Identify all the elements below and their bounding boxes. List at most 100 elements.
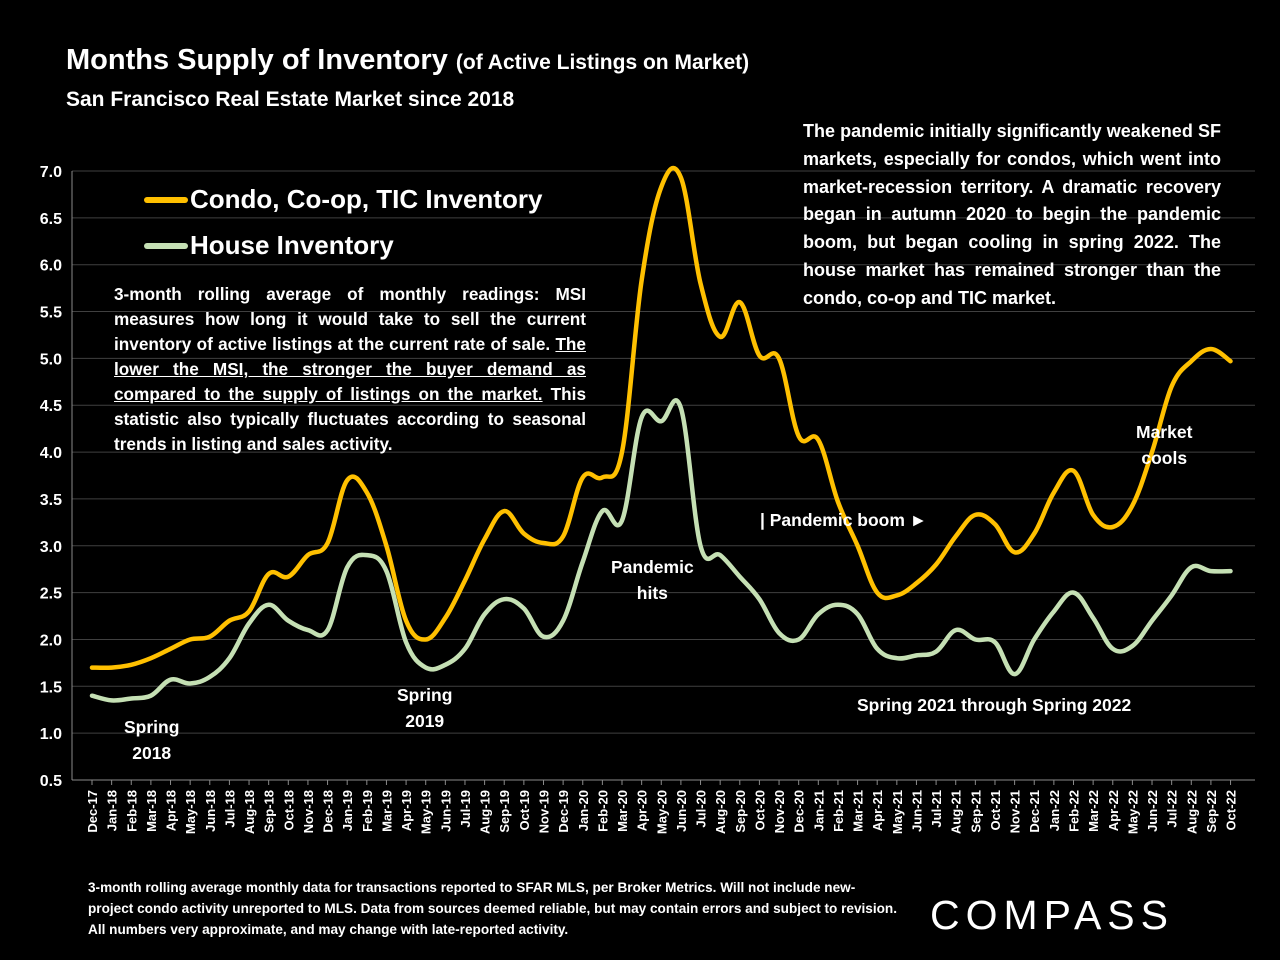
compass-logo: COMPASS bbox=[930, 892, 1174, 938]
x-tick-label: Jan-22 bbox=[1047, 790, 1062, 831]
x-tick-label: Sep-20 bbox=[733, 790, 748, 833]
y-tick-label: 2.0 bbox=[40, 632, 62, 649]
y-tick-label: 6.5 bbox=[40, 211, 62, 228]
chart-title-main: Months Supply of Inventory bbox=[66, 44, 448, 76]
x-tick-label: Mar-22 bbox=[1086, 790, 1101, 832]
note-left-part1: 3-month rolling average of monthly readi… bbox=[114, 284, 586, 354]
x-tick-label: Jul-18 bbox=[222, 790, 237, 828]
x-tick-label: Nov-18 bbox=[301, 790, 316, 833]
x-tick-label: Mar-20 bbox=[615, 790, 630, 832]
x-tick-label: May-21 bbox=[890, 790, 905, 834]
x-tick-label: Dec-18 bbox=[321, 790, 336, 833]
condo-series-line bbox=[89, 165, 1233, 671]
legend-item-condo: Condo, Co-op, TIC Inventory bbox=[144, 184, 542, 215]
legend-item-house: House Inventory bbox=[144, 230, 394, 261]
x-tick-label: Apr-20 bbox=[635, 790, 650, 831]
y-tick-label: 5.5 bbox=[40, 305, 62, 322]
annotation-spring-2018-line2: 2018 bbox=[132, 743, 172, 763]
x-tick-label: Feb-19 bbox=[360, 790, 375, 832]
annotation-market-cools: Market cools bbox=[1136, 419, 1192, 471]
x-tick-label: Jun-21 bbox=[909, 790, 924, 832]
y-tick-label: 5.0 bbox=[40, 351, 62, 368]
annotation-spring-2019-line1: Spring bbox=[397, 685, 453, 705]
x-tick-label: Sep-22 bbox=[1204, 790, 1219, 833]
x-tick-label: Apr-18 bbox=[164, 790, 179, 831]
x-tick-label: Jan-21 bbox=[811, 790, 826, 831]
x-tick-label: Aug-19 bbox=[478, 790, 493, 834]
x-tick-label: Aug-22 bbox=[1184, 790, 1199, 834]
chart-title-paren: (of Active Listings on Market) bbox=[455, 51, 750, 74]
x-tick-label: Jul-22 bbox=[1165, 790, 1180, 828]
x-tick-label: Sep-21 bbox=[968, 790, 983, 833]
y-tick-label: 7.0 bbox=[40, 164, 62, 181]
x-tick-label: Jul-21 bbox=[929, 790, 944, 828]
x-tick-label: Mar-18 bbox=[144, 790, 159, 832]
x-tick-label: Nov-19 bbox=[536, 790, 551, 833]
msi-explanation-note: 3-month rolling average of monthly readi… bbox=[114, 282, 586, 457]
x-tick-label: Mar-21 bbox=[851, 790, 866, 832]
x-tick-label: Jun-22 bbox=[1145, 790, 1160, 832]
annotation-pandemic-hits: Pandemic hits bbox=[611, 554, 694, 606]
x-axis: Dec-17 Jan-18 Feb-18 Mar-18 Apr-18 May-18 Jun-… bbox=[72, 779, 1255, 834]
x-tick-label: Aug-21 bbox=[949, 790, 964, 834]
note-left-part2: This statistic also typically fluctuates… bbox=[114, 384, 586, 454]
x-tick-label: Jul-19 bbox=[458, 790, 473, 828]
x-tick-label: Feb-21 bbox=[831, 790, 846, 832]
y-tick-label: 3.0 bbox=[40, 539, 62, 556]
annotation-spring-2019: Spring 2019 bbox=[397, 682, 452, 734]
series-group bbox=[89, 165, 1233, 703]
x-tick-label: May-18 bbox=[183, 790, 198, 834]
chart-title: Months Supply of Inventory (of Active Li… bbox=[66, 44, 749, 77]
y-tick-label: 4.5 bbox=[40, 398, 62, 415]
house-series-line bbox=[89, 398, 1233, 703]
x-tick-label: Feb-18 bbox=[124, 790, 139, 832]
x-tick-label: Sep-18 bbox=[262, 790, 277, 833]
x-tick-label: Aug-20 bbox=[713, 790, 728, 834]
note-left-underlined: The lower the MSI, the stronger the buye… bbox=[114, 334, 586, 404]
x-tick-label: May-19 bbox=[419, 790, 434, 834]
x-tick-label: Apr-22 bbox=[1106, 790, 1121, 831]
x-tick-label: Jun-20 bbox=[674, 790, 689, 832]
x-tick-label: Oct-19 bbox=[517, 790, 532, 830]
x-tick-label: Sep-19 bbox=[497, 790, 512, 833]
y-tick-label: 0.5 bbox=[40, 773, 62, 790]
y-tick-label: 6.0 bbox=[40, 258, 62, 275]
y-axis: 0.5 1.0 1.5 2.0 2.5 3.0 3.5 4.0 4.5 5.0 5.5 6.0 6.5 7… bbox=[40, 164, 73, 790]
x-tick-label: Apr-21 bbox=[870, 790, 885, 831]
y-tick-label: 1.5 bbox=[40, 679, 62, 696]
x-tick-label: May-20 bbox=[654, 790, 669, 834]
y-tick-label: 1.0 bbox=[40, 726, 62, 743]
x-tick-label: Jan-20 bbox=[576, 790, 591, 831]
x-tick-label: Oct-21 bbox=[988, 790, 1003, 830]
x-tick-label: Feb-22 bbox=[1067, 790, 1082, 832]
x-tick-label: Oct-22 bbox=[1224, 790, 1239, 830]
x-tick-label: Mar-19 bbox=[379, 790, 394, 832]
annotation-spring-2018: Spring 2018 bbox=[124, 714, 179, 766]
legend-label-condo: Condo, Co-op, TIC Inventory bbox=[190, 184, 543, 214]
x-tick-label: Oct-20 bbox=[752, 790, 767, 830]
annotation-market-cools-line1: Market bbox=[1136, 422, 1193, 442]
annotation-pandemic-boom: | Pandemic boom ► bbox=[760, 510, 928, 530]
x-tick-label: Jun-18 bbox=[203, 790, 218, 832]
x-tick-label: Jun-19 bbox=[438, 790, 453, 832]
gridlines bbox=[72, 170, 1255, 734]
x-tick-label: May-22 bbox=[1125, 790, 1140, 834]
x-tick-label: Oct-18 bbox=[281, 790, 296, 830]
legend-swatch-house bbox=[144, 242, 188, 249]
y-tick-label: 2.5 bbox=[40, 586, 62, 603]
x-tick-label: Dec-17 bbox=[85, 790, 100, 833]
x-tick-label: Nov-20 bbox=[772, 790, 787, 833]
y-tick-label: 3.5 bbox=[40, 492, 62, 509]
source-footnote: 3-month rolling average monthly data for… bbox=[88, 880, 898, 937]
x-tick-label: Jan-19 bbox=[340, 790, 355, 831]
x-tick-label: Dec-19 bbox=[556, 790, 571, 833]
x-tick-label: Jan-18 bbox=[105, 790, 120, 831]
annotation-pandemic-hits-line2: hits bbox=[636, 583, 668, 603]
x-tick-label: Jul-20 bbox=[694, 790, 709, 828]
chart-subtitle: San Francisco Real Estate Market since 2… bbox=[66, 88, 515, 111]
x-tick-label: Apr-19 bbox=[399, 790, 414, 831]
legend-swatch-condo bbox=[144, 196, 188, 203]
pandemic-commentary-note: The pandemic initially significantly wea… bbox=[803, 121, 1221, 308]
legend-label-house: House Inventory bbox=[190, 230, 394, 260]
